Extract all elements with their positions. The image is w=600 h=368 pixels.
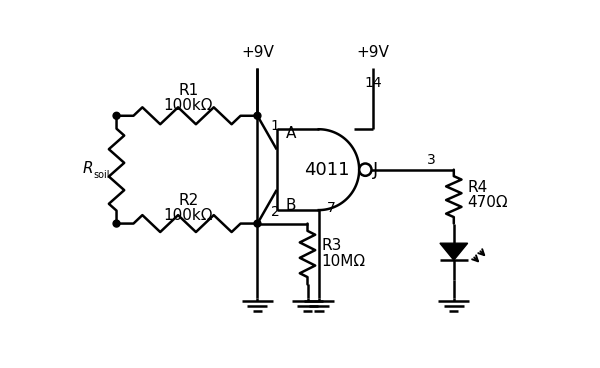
Text: 4011: 4011 <box>304 161 349 179</box>
Text: 14: 14 <box>364 76 382 90</box>
Text: 100kΩ: 100kΩ <box>163 98 213 113</box>
Circle shape <box>113 112 120 119</box>
Text: soil: soil <box>94 170 110 180</box>
Text: A: A <box>286 126 296 141</box>
Text: R2: R2 <box>178 193 198 208</box>
Circle shape <box>359 163 371 176</box>
Text: R3: R3 <box>322 238 342 254</box>
Text: R: R <box>83 162 93 176</box>
Text: +9V: +9V <box>356 45 389 60</box>
Text: +9V: +9V <box>241 45 274 60</box>
Text: 100kΩ: 100kΩ <box>163 208 213 223</box>
Text: 3: 3 <box>427 153 436 167</box>
Text: 2: 2 <box>271 205 279 219</box>
Text: 1: 1 <box>271 119 280 133</box>
Text: B: B <box>286 198 296 213</box>
Circle shape <box>254 112 261 119</box>
Text: 10MΩ: 10MΩ <box>322 254 365 269</box>
Circle shape <box>254 220 261 227</box>
Text: R4: R4 <box>467 180 488 195</box>
Text: 470Ω: 470Ω <box>467 195 508 210</box>
Text: 7: 7 <box>327 201 335 215</box>
Polygon shape <box>440 243 467 260</box>
Text: J: J <box>373 161 378 179</box>
Text: R1: R1 <box>178 83 198 98</box>
Circle shape <box>113 220 120 227</box>
